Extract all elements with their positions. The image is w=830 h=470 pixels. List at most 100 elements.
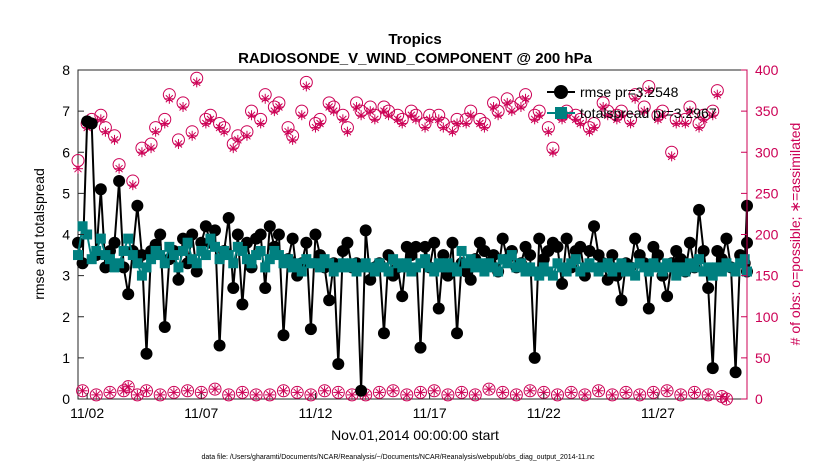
assimilated-obs-point [136, 147, 147, 158]
rmse-point [432, 302, 445, 315]
spread-point [643, 266, 654, 277]
rmse-point [702, 281, 715, 294]
possible-obs-point [153, 388, 167, 402]
rmse-point [108, 236, 121, 249]
spread-point [73, 250, 83, 261]
assimilated-obs-point [648, 387, 659, 398]
rmse-point [208, 224, 221, 237]
possible-obs-point [605, 388, 619, 402]
possible-obs-point [509, 388, 523, 402]
rmse-point [661, 290, 674, 303]
right-y-tick-label: 0 [755, 391, 763, 407]
possible-obs-point [130, 388, 144, 402]
rmse-point [377, 327, 390, 340]
spread-point [296, 266, 307, 277]
possible-obs-point [167, 385, 181, 399]
left-y-tick-label: 3 [62, 268, 70, 284]
assimilated-obs-point [447, 126, 458, 137]
assimilated-obs-point [488, 102, 499, 113]
spread-point [191, 258, 202, 269]
spread-point [141, 262, 152, 273]
rmse-point [556, 277, 569, 290]
possible-obs-point [222, 388, 236, 402]
rmse-point [697, 244, 710, 257]
rmse-point [341, 236, 354, 249]
spread-point [104, 254, 115, 265]
possible-obs-point [208, 382, 222, 396]
assimilated-obs-point [593, 385, 604, 396]
assimilated-obs-point [420, 122, 431, 133]
possible-obs-point [441, 388, 455, 402]
rmse-point [683, 236, 696, 249]
assimilated-obs-point [365, 106, 376, 117]
spread-point [132, 258, 143, 269]
spread-point [164, 241, 175, 252]
rmse-point [729, 366, 742, 379]
possible-obs-point [400, 388, 414, 402]
spread-point [292, 258, 303, 269]
spread-point [228, 258, 239, 269]
assimilated-obs-point [483, 384, 494, 395]
assimilated-obs-point [689, 387, 700, 398]
left-y-ticks: 0 1 2 3 4 5 6 7 8 [62, 62, 84, 407]
assimilated-obs-point [438, 122, 449, 133]
rmse-point [409, 240, 422, 253]
possible-obs-point [482, 382, 496, 396]
assimilated-obs-point [502, 97, 513, 108]
rmse-point [629, 232, 642, 245]
possible-obs-point [550, 388, 564, 402]
left-y-axis-label: rmse and totalspread [31, 168, 47, 300]
right-y-ticks: 0 50 100 150 200 250 300 350 400 [741, 62, 779, 407]
possible-obs-point [290, 385, 304, 399]
assimilated-obs-point [442, 389, 453, 400]
rmse-point [446, 236, 459, 249]
right-y-tick-label: 200 [755, 227, 779, 243]
possible-obs-point [646, 385, 660, 399]
assimilated-obs-point [132, 389, 143, 400]
possible-obs-point [719, 392, 733, 406]
x-tick-label: 11/27 [641, 405, 675, 421]
spread-point [264, 254, 275, 265]
spread-point [324, 258, 335, 269]
assimilated-obs-point [269, 106, 280, 117]
spread-point [118, 245, 129, 256]
spread-point [205, 233, 216, 244]
rmse-point [231, 228, 244, 241]
rmse-point [478, 244, 491, 257]
assimilated-obs-point [209, 384, 220, 395]
assimilated-obs-point [410, 114, 421, 125]
assimilated-obs-point [287, 134, 298, 145]
assimilated-obs-point [100, 126, 111, 137]
assimilated-obs-point [698, 114, 709, 125]
assimilated-obs-series [73, 77, 732, 404]
assimilated-obs-point [173, 139, 184, 150]
spread-point [401, 258, 412, 269]
x-ticks: 11/02 11/07 11/12 11/17 11/22 11/27 [70, 393, 675, 421]
spread-point [86, 254, 97, 265]
spread-point [82, 229, 93, 240]
rmse-point [615, 294, 628, 307]
assimilated-obs-point [493, 110, 504, 121]
possible-obs-point [455, 385, 469, 399]
rmse-point [300, 236, 313, 249]
spread-point [534, 270, 545, 281]
x-axis-label: Nov.01,2014 00:00:00 start [331, 427, 499, 443]
spread-point [173, 262, 184, 273]
rmse-point [172, 273, 185, 286]
rmse-point [190, 265, 203, 278]
spread-point [502, 258, 513, 269]
rmse-point [651, 249, 664, 262]
rmse-point [272, 228, 285, 241]
rmse-point [428, 236, 441, 249]
spread-point [159, 258, 170, 269]
rmse-point [323, 294, 336, 307]
assimilated-obs-point [543, 126, 554, 137]
spread-point [420, 254, 431, 265]
rmse-point [451, 327, 464, 340]
possible-obs-point [249, 388, 263, 402]
rmse-point [396, 290, 409, 303]
rmse-point [277, 329, 290, 342]
possible-obs-point [121, 380, 135, 394]
rmse-point [154, 228, 167, 241]
rmse-point [606, 249, 619, 262]
